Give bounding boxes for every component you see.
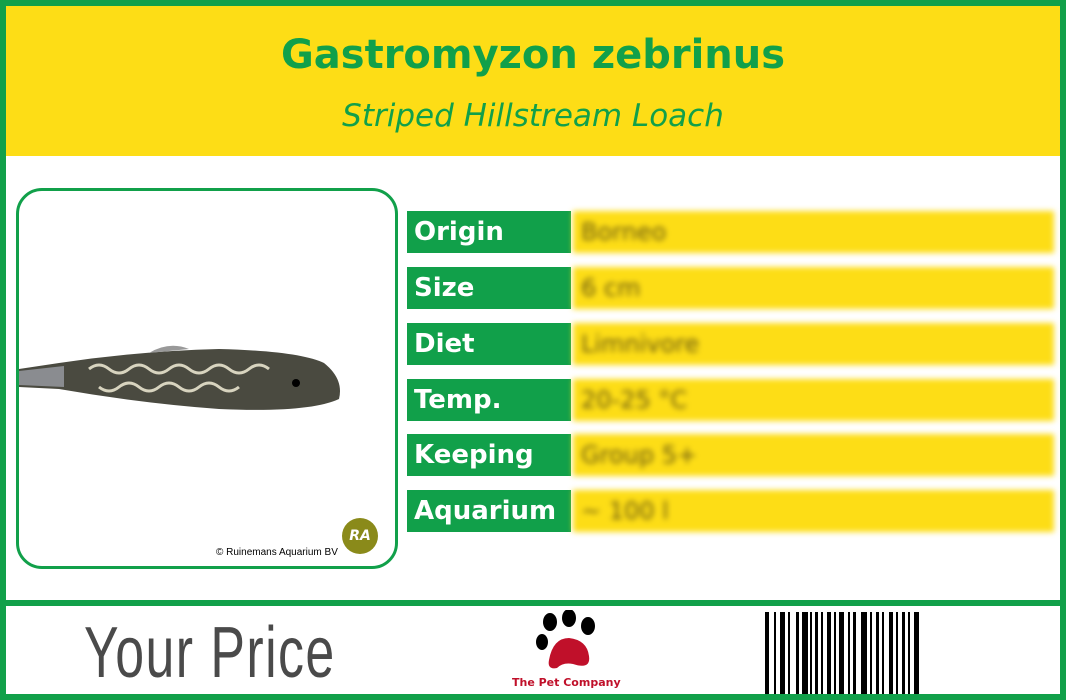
paw-icon [536,610,595,669]
barcode-bar [848,612,850,694]
fact-label: Aquarium [407,490,571,532]
fact-label: Origin [407,211,571,253]
photo-credit: © Ruinemans Aquarium BV [216,547,338,558]
barcode-bar [902,612,905,694]
barcode-bar [802,612,808,694]
barcode-bar [796,612,799,694]
fact-value: Limnivore [573,323,1054,365]
barcode-bar [780,612,785,694]
company-name: The Pet Company [512,676,621,689]
barcode-bar [815,612,818,694]
fact-row-diet: Diet Limnivore [407,323,1054,365]
barcode-bar [774,612,776,694]
barcode-bar [861,612,867,694]
fact-row-keeping: Keeping Group 5+ [407,434,1054,476]
barcode-bar [889,612,893,694]
barcode-bar [882,612,884,694]
fact-row-origin: Origin Borneo [407,211,1054,253]
species-title: Gastromyzon zebrinus [280,32,786,78]
fact-row-temp: Temp. 20-25 °C [407,379,1054,421]
common-name: Striped Hillstream Loach [342,98,724,134]
header: Gastromyzon zebrinus Striped Hillstream … [6,6,1060,156]
barcode-bar [827,612,831,694]
fact-label: Size [407,267,571,309]
barcode-bar [870,612,872,694]
fish-photo: RA © Ruinemans Aquarium BV [16,188,398,569]
fact-row-size: Size 6 cm [407,267,1054,309]
barcode-bar [810,612,812,694]
ra-logo: RA [342,518,378,554]
barcode-bar [765,612,769,694]
barcode-bar [908,612,910,694]
barcode-bar [876,612,879,694]
fact-label: Temp. [407,379,571,421]
barcode-bar [853,612,856,694]
barcode-bar [788,612,790,694]
fact-value: Borneo [573,211,1054,253]
divider [6,600,1060,606]
price-label: Your Price [84,613,336,693]
fact-label: Keeping [407,434,571,476]
barcode-bar [839,612,844,694]
barcode-bar [914,612,919,694]
fact-label: Diet [407,323,571,365]
barcode-bar [821,612,823,694]
barcode-bar [834,612,836,694]
barcode-bar [896,612,898,694]
barcode [765,612,1033,694]
fact-row-aquarium: Aquarium ~ 100 l [407,490,1054,532]
fact-value: ~ 100 l [573,490,1054,532]
fact-value: 20-25 °C [573,379,1054,421]
fact-value: 6 cm [573,267,1054,309]
fish-image [19,345,340,410]
fact-value: Group 5+ [573,434,1054,476]
